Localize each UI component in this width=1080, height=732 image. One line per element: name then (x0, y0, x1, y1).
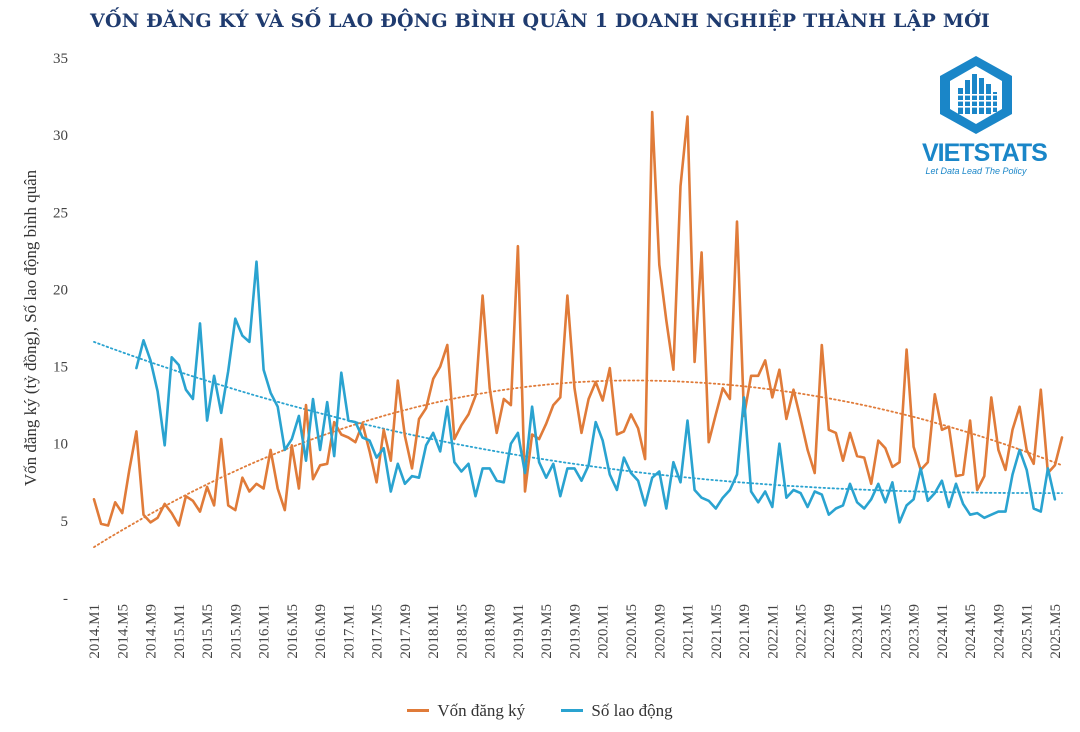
x-tick-label: 2015.M9 (228, 604, 244, 659)
x-tick-label: 2016.M1 (257, 604, 273, 659)
legend-item-labor: Số lao động (561, 700, 673, 721)
chart-legend: Vốn đăng ký Số lao động (0, 697, 1080, 721)
trendline-labor (93, 340, 1063, 495)
x-tick-label: 2024.M1 (935, 604, 951, 659)
x-tick-label: 2022.M5 (794, 604, 810, 659)
x-tick-label: 2016.M5 (285, 604, 301, 659)
x-tick-label: 2024.M5 (963, 604, 979, 659)
x-tick-label: 2021.M5 (709, 604, 725, 659)
x-tick-label: 2015.M1 (172, 604, 188, 659)
y-tick-label: 25 (53, 205, 68, 221)
x-tick-label: 2014.M1 (87, 604, 103, 659)
x-tick-label: 2017.M1 (341, 604, 357, 659)
y-axis-title: Vốn đăng ký (tỷ đồng), Số lao động bình … (21, 169, 40, 486)
legend-item-capital: Vốn đăng ký (407, 701, 525, 721)
x-tick-label: 2025.M1 (1020, 604, 1036, 659)
x-tick-label: 2021.M9 (737, 604, 753, 659)
y-tick-label: 15 (53, 360, 68, 376)
x-tick-label: 2018.M1 (426, 604, 442, 659)
x-tick-label: 2025.M5 (1048, 604, 1064, 659)
vietstats-logo: VIETSTATS Let Data Lead The Policy (922, 52, 1048, 177)
chart: - 5 10 15 20 25 30 35 Vốn đăng ký (tỷ đồng), Số … (21, 51, 1064, 659)
x-tick-label: 2023.M1 (850, 604, 866, 659)
x-tick-label: 2020.M1 (596, 604, 612, 659)
x-tick-label: 2022.M1 (765, 604, 781, 659)
x-tick-label: 2017.M9 (398, 604, 414, 659)
x-tick-label: 2019.M9 (567, 604, 583, 659)
chart-title: VỐN ĐĂNG KÝ VÀ SỐ LAO ĐỘNG BÌNH QUÂN 1 D… (90, 10, 990, 32)
x-tick-label: 2015.M5 (200, 604, 216, 659)
x-tick-label: 2023.M9 (907, 604, 923, 659)
y-tick-label: - (63, 591, 68, 607)
x-tick-label: 2020.M5 (624, 604, 640, 659)
x-tick-label: 2020.M9 (652, 604, 668, 659)
x-tick-label: 2019.M1 (511, 604, 527, 659)
y-tick-label: 10 (53, 437, 68, 453)
x-tick-label: 2018.M9 (483, 604, 499, 659)
legend-swatch-capital (407, 709, 430, 712)
vietstats-hexagon-icon (940, 56, 1012, 134)
logo-tagline: Let Data Lead The Policy (925, 166, 1027, 176)
x-tick-label: 2023.M5 (878, 604, 894, 659)
x-tick-label: 2017.M5 (370, 604, 386, 659)
legend-label-capital: Vốn đăng ký (437, 700, 526, 720)
trendline-capital (93, 379, 1063, 548)
x-tick-label: 2021.M1 (681, 604, 697, 659)
logo-wordmark: VIETSTATS (922, 139, 1048, 167)
x-tick-label: 2016.M9 (313, 604, 329, 659)
x-tick-label: 2019.M5 (539, 604, 555, 659)
legend-label-labor: Số lao động (591, 700, 673, 720)
y-tick-label: 35 (53, 51, 68, 67)
x-tick-label: 2022.M9 (822, 604, 838, 659)
x-tick-label: 2014.M5 (115, 604, 131, 659)
x-tick-label: 2024.M9 (991, 604, 1007, 659)
y-tick-label: 5 (61, 514, 69, 530)
x-tick-label: 2014.M9 (144, 604, 160, 659)
legend-swatch-labor (561, 709, 584, 712)
y-tick-label: 20 (53, 282, 68, 298)
x-tick-label: 2018.M5 (454, 604, 470, 659)
y-tick-label: 30 (53, 128, 68, 144)
series-line-capital (92, 110, 1064, 527)
series-line-labor (135, 260, 1057, 524)
